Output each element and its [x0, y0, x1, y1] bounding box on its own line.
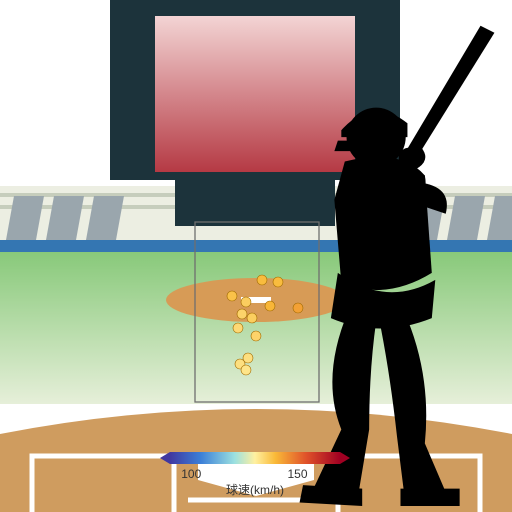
colorbar-label: 球速(km/h): [226, 483, 284, 497]
pitch-dot: [233, 323, 243, 333]
pitch-dot: [241, 365, 251, 375]
colorbar-tick-label: 100: [181, 467, 201, 481]
pitch-dot: [265, 301, 275, 311]
colorbar-tick-label: 150: [287, 467, 307, 481]
outfield: [0, 252, 512, 404]
pitch-dot: [247, 313, 257, 323]
pitch-dot: [293, 303, 303, 313]
pitch-dot: [227, 291, 237, 301]
pitch-dot: [273, 277, 283, 287]
pitch-location-chart: 100 150球速(km/h): [0, 0, 512, 512]
pitch-dot: [241, 297, 251, 307]
pitch-dot: [251, 331, 261, 341]
pitch-dot: [257, 275, 267, 285]
pitch-dot: [237, 309, 247, 319]
